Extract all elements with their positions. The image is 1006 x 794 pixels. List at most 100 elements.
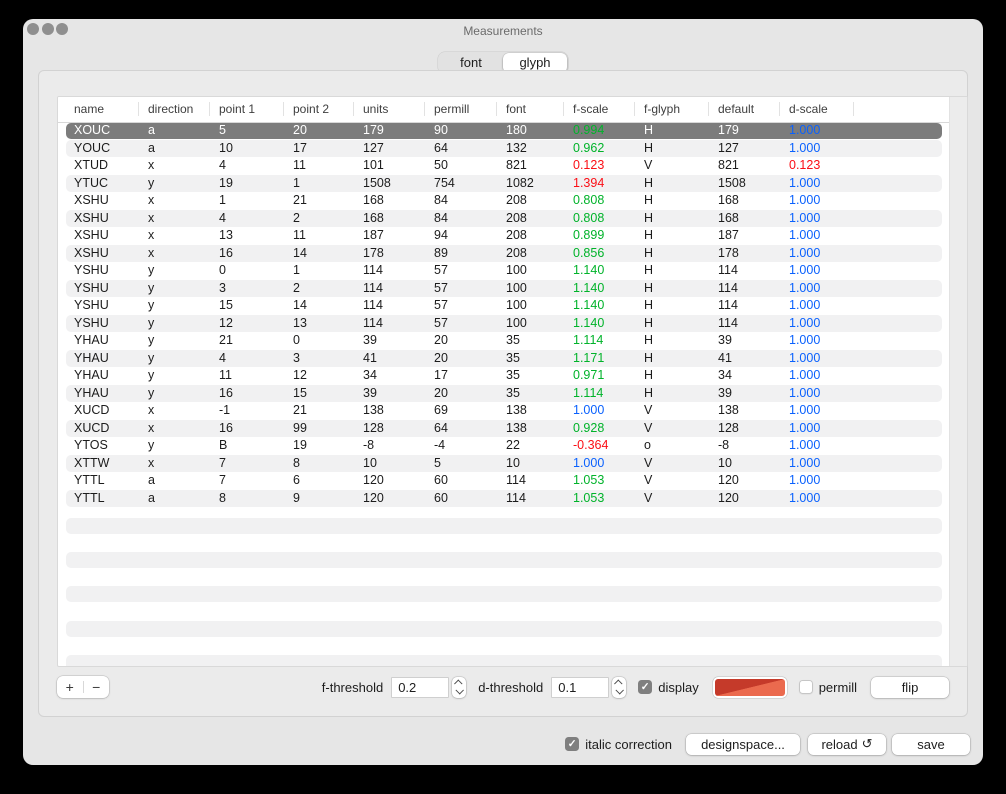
table-row[interactable]: XSHU x 4 2 168 84 208 0.808 H 168 1.000: [58, 209, 950, 228]
flip-button[interactable]: flip: [871, 676, 949, 698]
empty-row: [58, 569, 950, 586]
italic-correction-label: italic correction: [585, 736, 672, 752]
empty-row: [58, 603, 950, 620]
cell-f-scale: 1.140: [573, 298, 605, 312]
table-row[interactable]: XTUD x 4 11 101 50 821 0.123 V 821 0.123: [58, 157, 950, 175]
cell-units: 39: [363, 385, 377, 400]
column-header-empty: [853, 97, 950, 122]
vertical-scrollbar[interactable]: [949, 97, 967, 666]
table-row[interactable]: YHAU y 16 15 39 20 35 1.114 H 39 1.000: [58, 384, 950, 403]
table-row[interactable]: YOUC a 10 17 127 64 132 0.962 H 127 1.000: [58, 139, 950, 158]
d-threshold-input[interactable]: [551, 676, 610, 698]
cell-point-2: 2: [293, 280, 300, 295]
cell-font: 100: [506, 263, 527, 277]
cell-permill: 69: [434, 403, 448, 417]
cell-font: 100: [506, 315, 527, 330]
cell-point-2: 15: [293, 385, 307, 400]
column-header-permill[interactable]: permill: [424, 97, 496, 122]
cell-d-scale: 1.000: [789, 245, 821, 260]
tab-glyph[interactable]: glyph: [503, 53, 567, 73]
cell-f-scale: 0.856: [573, 245, 605, 260]
column-header-default[interactable]: default: [708, 97, 779, 122]
cell-default: 179: [718, 123, 739, 137]
add-row-button[interactable]: +: [65, 679, 74, 695]
table-row[interactable]: XUCD x 16 99 128 64 138 0.928 V 128 1.000: [58, 419, 950, 438]
remove-row-button[interactable]: −: [92, 679, 101, 695]
cell-f-scale: 0.994: [573, 123, 605, 137]
column-header-f-glyph[interactable]: f-glyph: [634, 97, 708, 122]
table-row[interactable]: YTUC y 19 1 1508 754 1082 1.394 H 1508 1.000: [58, 174, 950, 193]
cell-f-scale: 0.928: [573, 420, 605, 435]
zoom-window-icon[interactable]: [56, 23, 68, 35]
table-row[interactable]: XUCD x -1 21 138 69 138 1.000 V 138 1.000: [58, 402, 950, 420]
cell-permill: 84: [434, 210, 448, 225]
cell-name: XTTW: [74, 455, 110, 470]
table-row[interactable]: YSHU y 12 13 114 57 100 1.140 H 114 1.000: [58, 314, 950, 333]
cell-font: 35: [506, 385, 520, 400]
cell-default: 187: [718, 228, 739, 242]
table-row[interactable]: XSHU x 1 21 168 84 208 0.808 H 168 1.000: [58, 192, 950, 210]
table-row[interactable]: YHAU y 4 3 41 20 35 1.171 H 41 1.000: [58, 349, 950, 368]
cell-font: 821: [506, 158, 527, 172]
table-row[interactable]: YTOS y B 19 -8 -4 22 -0.364 o -8 1.000: [58, 437, 950, 455]
f-threshold-input[interactable]: [391, 676, 450, 698]
cell-f-glyph: H: [644, 210, 654, 225]
table-row[interactable]: YHAU y 21 0 39 20 35 1.114 H 39 1.000: [58, 332, 950, 350]
close-window-icon[interactable]: [27, 23, 39, 35]
table-row[interactable]: YSHU y 0 1 114 57 100 1.140 H 114 1.000: [58, 262, 950, 280]
display-checkbox[interactable]: [638, 680, 653, 694]
save-button[interactable]: save: [892, 733, 970, 755]
table-row[interactable]: YTTL a 7 6 120 60 114 1.053 V 120 1.000: [58, 472, 950, 490]
cell-d-scale: 1.000: [789, 350, 821, 365]
cell-direction: y: [148, 368, 155, 382]
cell-point-2: 20: [293, 123, 307, 137]
column-header-units[interactable]: units: [353, 97, 424, 122]
table-row[interactable]: YTTL a 8 9 120 60 114 1.053 V 120 1.000: [58, 489, 950, 508]
d-threshold-stepper[interactable]: [612, 676, 627, 698]
table-row[interactable]: YHAU y 11 12 34 17 35 0.971 H 34 1.000: [58, 367, 950, 385]
cell-d-scale: 1.000: [789, 315, 821, 330]
column-header-point-1[interactable]: point 1: [209, 97, 283, 122]
cell-f-scale: 1.053: [573, 473, 605, 487]
cell-direction: y: [148, 350, 155, 365]
cell-point-2: 17: [293, 140, 307, 155]
cell-f-scale: 1.140: [573, 280, 605, 295]
designspace-button[interactable]: designspace...: [686, 733, 800, 755]
table-row[interactable]: XTTW x 7 8 10 5 10 1.000 V 10 1.000: [58, 454, 950, 473]
cell-point-1: 19: [219, 175, 233, 190]
cell-f-scale: 1.394: [573, 175, 605, 190]
table-body: XOUC a 5 20 179 90 180 0.994 H 179 1.000 YOUC a 10 17 1…: [58, 122, 950, 666]
cell-name: XSHU: [74, 228, 109, 242]
cell-d-scale: 1.000: [789, 455, 821, 470]
table-row[interactable]: YSHU y 3 2 114 57 100 1.140 H 114 1.000: [58, 279, 950, 298]
table-row[interactable]: XSHU x 13 11 187 94 208 0.899 H 187 1.000: [58, 227, 950, 245]
column-header-direction[interactable]: direction: [138, 97, 209, 122]
cell-permill: -4: [434, 438, 446, 452]
color-well-swatch: [714, 678, 785, 696]
reload-button[interactable]: reload ↺: [808, 733, 886, 755]
column-header-d-scale[interactable]: d-scale: [779, 97, 853, 122]
column-header-f-scale[interactable]: f-scale: [563, 97, 634, 122]
permill-checkbox[interactable]: [798, 680, 813, 694]
italic-correction-checkbox[interactable]: [565, 737, 580, 751]
table-row[interactable]: XOUC a 5 20 179 90 180 0.994 H 179 1.000: [58, 122, 950, 140]
cell-direction: a: [148, 473, 155, 487]
f-threshold-stepper[interactable]: [452, 676, 467, 698]
column-header-name[interactable]: name: [74, 102, 105, 116]
cell-font: 100: [506, 298, 527, 312]
table-controls: + − f-threshold d-threshold display: [57, 676, 949, 698]
table-row[interactable]: XSHU x 16 14 178 89 208 0.856 H 178 1.000: [58, 244, 950, 263]
cell-f-scale: 1.053: [573, 490, 605, 505]
cell-f-glyph: H: [644, 385, 654, 400]
tab-font[interactable]: font: [460, 55, 482, 70]
table-row[interactable]: YSHU y 15 14 114 57 100 1.140 H 114 1.000: [58, 297, 950, 315]
column-header-font[interactable]: font: [496, 97, 563, 122]
cell-units: 178: [363, 245, 384, 260]
color-well[interactable]: [712, 676, 787, 698]
minimize-window-icon[interactable]: [41, 23, 54, 35]
reload-icon: ↺: [861, 736, 873, 751]
cell-units: -8: [363, 438, 375, 452]
column-header-point-2[interactable]: point 2: [283, 97, 353, 122]
cell-units: 114: [363, 315, 383, 330]
cell-point-1: 1: [219, 193, 226, 207]
